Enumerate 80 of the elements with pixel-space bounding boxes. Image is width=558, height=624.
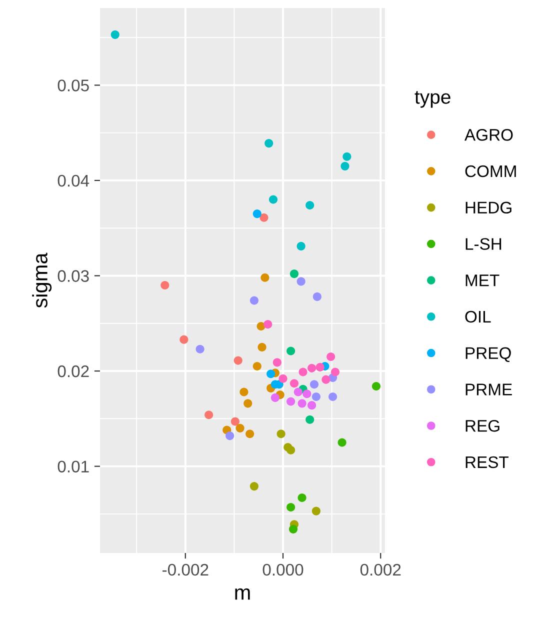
point: [266, 370, 276, 378]
point: [302, 390, 312, 398]
point: [298, 493, 306, 502]
point: [306, 200, 314, 210]
point: [312, 292, 322, 301]
point: [234, 356, 242, 365]
x-tick-label: -0.002: [162, 564, 208, 576]
point: [290, 270, 299, 278]
point: [160, 280, 170, 290]
legend-label: PREQ: [466, 347, 511, 362]
point: [310, 380, 319, 389]
point: [296, 277, 306, 286]
point: [290, 379, 299, 388]
point: [260, 213, 268, 222]
point: [308, 401, 316, 410]
point: [372, 382, 380, 391]
legend-label: AGRO: [464, 128, 513, 141]
point: [252, 210, 262, 218]
point: [268, 195, 278, 204]
point: [276, 430, 286, 438]
point: [286, 502, 296, 512]
point: [226, 432, 234, 440]
point: [272, 358, 282, 367]
y-tick-label: 0.05: [58, 80, 89, 92]
legend-label: PRME: [466, 384, 512, 396]
y-tick-label: 0.03: [58, 270, 89, 282]
point: [312, 392, 320, 402]
x-tick-label: 0.000: [262, 564, 304, 576]
point: [244, 399, 252, 408]
point: [340, 162, 350, 170]
y-tick-label: 0.02: [58, 365, 89, 378]
legend-label: L-SH: [466, 238, 502, 250]
point: [286, 397, 296, 406]
point: [236, 424, 244, 432]
y-tick-label: 0.01: [58, 460, 89, 472]
point: [306, 415, 314, 424]
point: [308, 364, 316, 372]
point: [338, 438, 346, 447]
point: [246, 430, 254, 438]
point: [110, 30, 120, 39]
legend-label: OIL: [465, 310, 491, 323]
point: [264, 139, 274, 148]
point: [326, 352, 336, 362]
point: [252, 362, 262, 371]
legend-label: HEDG: [466, 202, 512, 214]
legend-label: COMM: [465, 165, 516, 178]
point: [264, 320, 272, 329]
point: [230, 417, 240, 426]
point: [330, 368, 340, 376]
x-tick-label: 0.002: [360, 564, 401, 576]
point: [278, 374, 288, 383]
point: [296, 242, 306, 250]
point: [298, 399, 306, 408]
point: [286, 446, 296, 454]
point: [322, 375, 330, 384]
point: [288, 524, 298, 534]
point: [250, 296, 258, 305]
legend-label: REST: [466, 456, 509, 468]
point: [342, 152, 352, 161]
point: [328, 392, 338, 402]
point: [250, 482, 258, 491]
y-axis-title: sigma: [32, 252, 52, 308]
point: [204, 410, 214, 420]
point: [286, 346, 296, 356]
point: [316, 362, 324, 372]
point: [180, 335, 188, 344]
point: [298, 368, 308, 376]
point: [260, 273, 270, 282]
legend-title: type: [414, 91, 450, 108]
point: [240, 388, 248, 396]
legend-label: MET: [466, 274, 500, 286]
point: [270, 393, 280, 402]
point: [258, 342, 266, 352]
y-tick-label: 0.04: [58, 174, 90, 187]
x-axis-title: m: [235, 588, 250, 600]
point: [294, 388, 302, 396]
legend-label: REG: [466, 420, 500, 432]
point: [312, 506, 320, 516]
point: [196, 344, 204, 354]
point: [256, 322, 266, 331]
